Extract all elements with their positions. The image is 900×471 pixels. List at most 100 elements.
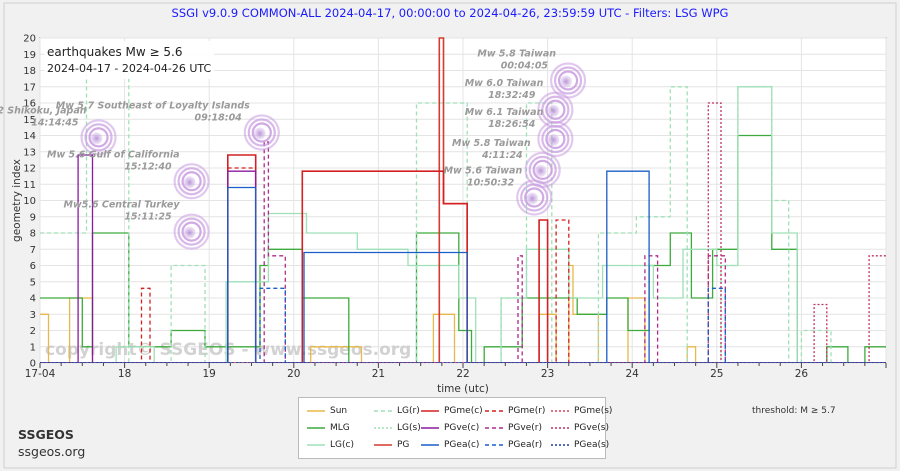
quake-ring [173,213,210,250]
legend-swatch [485,444,503,446]
legend-label: LG(s) [397,423,421,433]
quake-ring [251,122,272,143]
legend-label: LG(r) [397,406,420,416]
x-tick-label: 26 [795,368,809,380]
legend-item: PGea(s) [551,440,609,450]
series-line-pgmec [40,154,886,363]
quake-time: 09:18:04 [195,113,243,124]
quake-ring [541,124,570,154]
quake-ring [247,118,276,147]
quake-marker [173,213,210,250]
series-line-pgves [40,102,886,363]
quake-label: Mw 5.8 Taiwan [477,49,556,60]
quake-center [183,176,196,189]
legend-swatch [551,427,569,429]
y-tick-label: 5 [30,277,36,288]
legend-item: LG(c) [307,440,354,450]
x-tick-label: 19 [203,368,216,380]
legend-item: MLG [307,423,350,433]
y-tick-label: 15 [23,115,36,126]
quake-time: 4:11:24 [481,150,523,161]
quake-time: 18:32:49 [488,90,536,101]
legend-item: Sun [307,406,347,416]
legend-swatch [421,427,439,429]
quake-marker [173,163,210,200]
legend-item: PGve(c) [421,423,479,433]
x-tick-label: 25 [710,368,723,380]
series-line-pgear [40,287,886,363]
x-tick-label: 20 [287,368,300,380]
legend-label: PGea(s) [574,440,610,450]
legend-label: LG(c) [330,440,354,450]
y-tick-label: 2 [30,326,36,337]
quake-center [547,104,560,117]
y-tick-label: 9 [30,212,36,223]
x-tick-label: 23 [541,368,554,380]
quake-time: 15:11:25 [124,212,172,223]
legend-label: Sun [330,406,348,416]
quake-label: Mw 5.6 Taiwan [444,166,523,177]
y-axis-label: geometry index [11,159,23,242]
quake-ring [181,221,202,242]
legend-label: PGve(s) [574,423,609,433]
y-tick-label: 14 [23,131,36,142]
legend-item: LG(r) [374,406,420,416]
y-tick-label: 20 [23,34,36,45]
quake-marker [243,114,280,151]
page-border [3,2,897,469]
info-box-line2: 2024-04-17 - 2024-04-26 UTC [47,62,211,75]
legend-label: MLG [330,423,350,433]
quake-ring [524,187,545,208]
legend-item: PG [374,440,409,450]
chart-legend: Sun LG(r) PGme(c) PGme(r) PGme(s) MLG LG(s) PGv… [298,397,612,459]
info-box-line1: earthquakes Mw ≥ 5.6 [47,45,182,59]
quake-time: 00:04:05 [501,61,549,72]
x-tick-label: 18 [118,368,131,380]
series-line-lgr [40,69,886,363]
y-tick-label: 11 [23,180,36,191]
series-line-pgmer [40,167,886,363]
y-tick-label: 3 [30,310,36,321]
y-tick-label: 8 [30,229,36,240]
quake-label: Mw 5.8 Taiwan [452,138,531,149]
x-tick-label: 24 [626,368,640,380]
legend-label: PGme(r) [508,406,546,416]
x-tick-label: 21 [372,368,385,380]
legend-item: PGve(s) [551,423,609,433]
legend-swatch [485,410,503,412]
brand-name: SSGEOS [18,427,74,442]
quake-ring [553,66,583,95]
quake-ring [557,70,579,91]
legend-label: PGve(c) [444,423,480,433]
quake-time: 10:50:32 [467,178,515,189]
quake-ring [84,123,113,152]
y-tick-label: 7 [30,245,36,256]
legend-swatch [485,427,503,429]
quake-ring [181,171,202,192]
quake-ring [545,99,566,120]
y-tick-label: 6 [30,261,36,272]
legend-label: PGme(s) [574,406,613,416]
quake-marker [80,119,117,156]
legend-item: PGme(s) [551,406,612,416]
quake-ring [520,183,549,212]
quake-time: 18:26:54 [488,119,536,130]
legend-item: LG(s) [374,423,421,433]
quake-ring [532,159,553,180]
y-tick-label: 10 [23,196,36,207]
legend-label: PGea(c) [444,440,480,450]
y-tick-label: 19 [23,50,36,61]
quake-center [560,75,573,88]
legend-swatch [307,410,325,412]
legend-label: PGea(r) [508,440,543,450]
y-tick-label: 16 [23,99,36,110]
quake-ring [243,114,280,151]
quake-center [90,132,103,145]
quake-center [547,134,560,146]
legend-swatch [374,444,392,446]
x-tick-label: 17-04 [25,368,56,380]
quake-center [526,192,539,205]
quake-marker [537,120,574,158]
y-tick-label: 12 [23,164,36,175]
legend-item: PGea(r) [485,440,542,450]
